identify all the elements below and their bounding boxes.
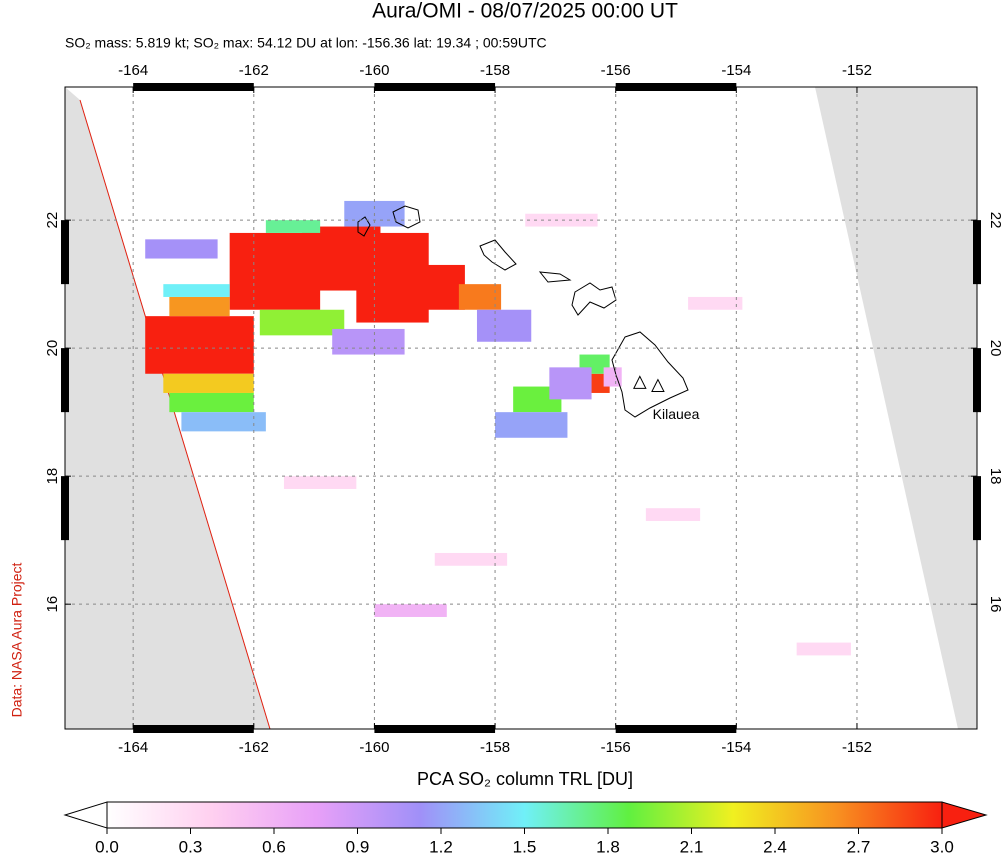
so2-cell	[374, 604, 447, 617]
colorbar-over-arrow	[941, 801, 988, 829]
colorbar-tick-label: 0.6	[262, 837, 286, 855]
so2-cell	[145, 316, 254, 374]
swath-boundary	[79, 99, 271, 729]
coastlines	[357, 205, 689, 418]
colorbar-body	[106, 801, 943, 829]
swath-edge-right	[815, 87, 977, 729]
volcano-marker	[633, 375, 647, 389]
so2-cell	[796, 642, 851, 656]
so2-cell	[495, 412, 568, 438]
so2-cell	[549, 367, 592, 400]
so2-cells	[145, 200, 851, 656]
so2-cell	[169, 392, 254, 413]
island-hawaii	[611, 331, 689, 418]
y-tick-label: 18	[44, 468, 61, 485]
x-tick-label: -152	[842, 62, 872, 79]
x-tick-label: -156	[601, 739, 631, 756]
colorbar-tick-label: 3.0	[930, 837, 954, 855]
island-kauai	[392, 205, 421, 229]
so2-cell	[434, 552, 508, 566]
annotation: Kilauea	[653, 406, 700, 422]
x-tick-label: -158	[480, 739, 510, 756]
swath-edge-left	[65, 87, 270, 729]
so2-cell	[603, 367, 622, 387]
y-tick-label: 22	[987, 212, 1004, 229]
x-tick-label: -152	[842, 739, 872, 756]
volcano-marker	[651, 378, 665, 393]
subtitle: SO₂ mass: 5.819 kt; SO₂ max: 54.12 DU at…	[65, 35, 547, 51]
colorbar-under-arrow	[63, 801, 108, 829]
so2-cell	[410, 264, 465, 310]
colorbar-tick-label: 0.0	[95, 837, 119, 855]
colorbar	[63, 801, 988, 829]
x-tick-label: -162	[239, 739, 269, 756]
x-tick-label: -158	[480, 62, 510, 79]
x-tick-label: -154	[721, 739, 751, 756]
x-tick-label: -164	[118, 62, 148, 79]
so2-cell	[181, 412, 266, 432]
y-tick-label: 16	[987, 596, 1004, 613]
so2-cell	[169, 296, 230, 317]
x-tick-label: -156	[601, 62, 631, 79]
so2-cell	[265, 220, 321, 233]
y-tick-label: 20	[44, 340, 61, 357]
colorbar-tick-label: 2.7	[847, 837, 871, 855]
y-tick-label: 18	[987, 468, 1004, 485]
so2-cell	[163, 284, 230, 297]
x-tick-label: -160	[359, 62, 389, 79]
y-tick-label: 16	[44, 596, 61, 613]
so2-cell	[145, 239, 218, 259]
colorbar-tick-label: 1.8	[596, 837, 620, 855]
y-tick-label: 20	[987, 340, 1004, 357]
colorbar-tick-label: 2.4	[763, 837, 787, 855]
so2-cell	[476, 309, 532, 342]
credit: Data: NASA Aura Project	[9, 562, 25, 717]
title: Aura/OMI - 08/07/2025 00:00 UT	[372, 0, 678, 23]
colorbar-tick-label: 0.9	[346, 837, 370, 855]
colorbar-label: PCA SO₂ column TRL [DU]	[417, 769, 633, 789]
x-tick-label: -162	[239, 62, 269, 79]
x-tick-label: -164	[118, 739, 148, 756]
colorbar-tick-label: 2.1	[680, 837, 704, 855]
so2-cell	[645, 508, 701, 521]
island-niihau	[357, 216, 371, 237]
so2-cell	[283, 476, 357, 489]
so2-cell	[163, 373, 254, 393]
so2-cell	[332, 328, 405, 355]
map: Kilauea	[65, 87, 977, 729]
so2-cell	[525, 213, 598, 227]
so2-cell	[688, 296, 743, 310]
x-tick-label: -160	[359, 739, 389, 756]
island-molokai	[538, 271, 572, 283]
island-oahu	[479, 239, 517, 271]
x-tick-label: -154	[721, 62, 751, 79]
colorbar-tick-label: 1.2	[429, 837, 453, 855]
so2-cell	[259, 309, 345, 336]
island-maui	[571, 282, 617, 316]
y-tick-label: 22	[44, 212, 61, 229]
colorbar-tick-label: 1.5	[513, 837, 537, 855]
so2-cell	[458, 284, 502, 310]
colorbar-tick-label: 0.3	[179, 837, 203, 855]
